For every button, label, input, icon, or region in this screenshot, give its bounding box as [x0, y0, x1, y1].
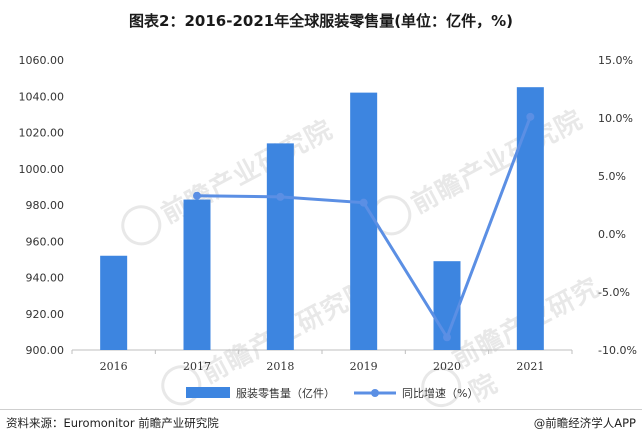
legend-line-label: 同比增速（%）: [402, 386, 478, 400]
y-left-tick-label: 920.00: [26, 308, 65, 321]
y-right-tick-label: 0.0%: [598, 228, 626, 241]
growth-point: [443, 333, 451, 342]
legend-bar-label: 服装零售量（亿件）: [236, 386, 335, 400]
y-right-tick-label: 10.0%: [598, 112, 633, 125]
y-left-tick-label: 940.00: [26, 272, 65, 285]
brand-credit: @前瞻经济学人APP: [533, 416, 636, 430]
chart-title: 图表2：2016-2021年全球服装零售量(单位：亿件，%): [129, 12, 513, 30]
y-left-tick-label: 980.00: [26, 199, 65, 212]
footer-divider: [0, 409, 642, 410]
legend-line-marker: [371, 389, 379, 397]
x-tick-label: 2021: [516, 360, 544, 373]
x-tick-label: 2016: [100, 360, 128, 373]
y-right-tick-label: -5.0%: [598, 286, 630, 299]
x-tick-label: 2018: [266, 360, 294, 373]
chart-canvas: 900.00 920.00 940.00 960.00 980.00 1000.00 102…: [19, 54, 637, 400]
y-left-tick-label: 1060.00: [19, 54, 65, 67]
growth-point: [526, 112, 535, 121]
bar: [516, 87, 544, 350]
y-left-tick-label: 1040.00: [19, 90, 65, 103]
x-tick-label: 2020: [433, 360, 461, 373]
bar: [266, 143, 294, 350]
bar: [100, 255, 128, 350]
growth-point: [359, 198, 368, 207]
y-right-tick-label: 5.0%: [598, 170, 626, 183]
x-tick-label: 2019: [350, 360, 378, 373]
growth-point: [193, 191, 201, 200]
legend-bar-swatch: [186, 387, 230, 398]
source-note: 资料来源：Euromonitor 前瞻产业研究院: [6, 416, 219, 430]
growth-point: [276, 192, 285, 201]
y-right-tick-label: 15.0%: [598, 54, 633, 67]
y-left-tick-label: 1020.00: [19, 127, 65, 140]
x-tick-label: 2017: [183, 360, 211, 373]
bar: [183, 199, 211, 350]
y-right-tick-label: -10.0%: [598, 344, 637, 357]
y-left-tick-label: 960.00: [26, 235, 65, 248]
bar: [350, 92, 378, 350]
y-left-tick-label: 1000.00: [19, 163, 65, 176]
y-left-tick-label: 900.00: [26, 344, 65, 357]
